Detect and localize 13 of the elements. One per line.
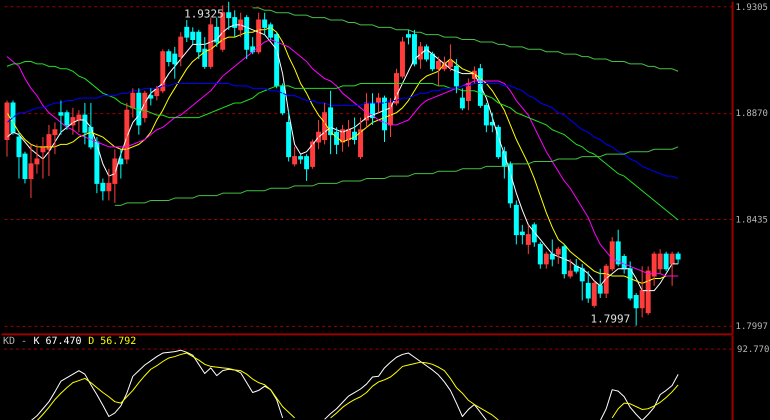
text: K 67.470 [33, 336, 82, 347]
chart-title: KD - [2, 336, 28, 347]
y-tick-label: 1.9305 [736, 3, 768, 14]
y-tick-label: 1.8870 [736, 109, 768, 120]
line-series [114, 146, 679, 206]
annotation: 1.7997 [590, 312, 630, 326]
line-series [6, 82, 679, 180]
y-tick-label: 1.7997 [736, 322, 768, 332]
text: D 56.792 [88, 336, 136, 347]
line-series [6, 60, 679, 220]
text: 92.770 [737, 345, 770, 356]
line-series [252, 7, 679, 72]
y-tick-label: 1.8435 [736, 215, 768, 226]
